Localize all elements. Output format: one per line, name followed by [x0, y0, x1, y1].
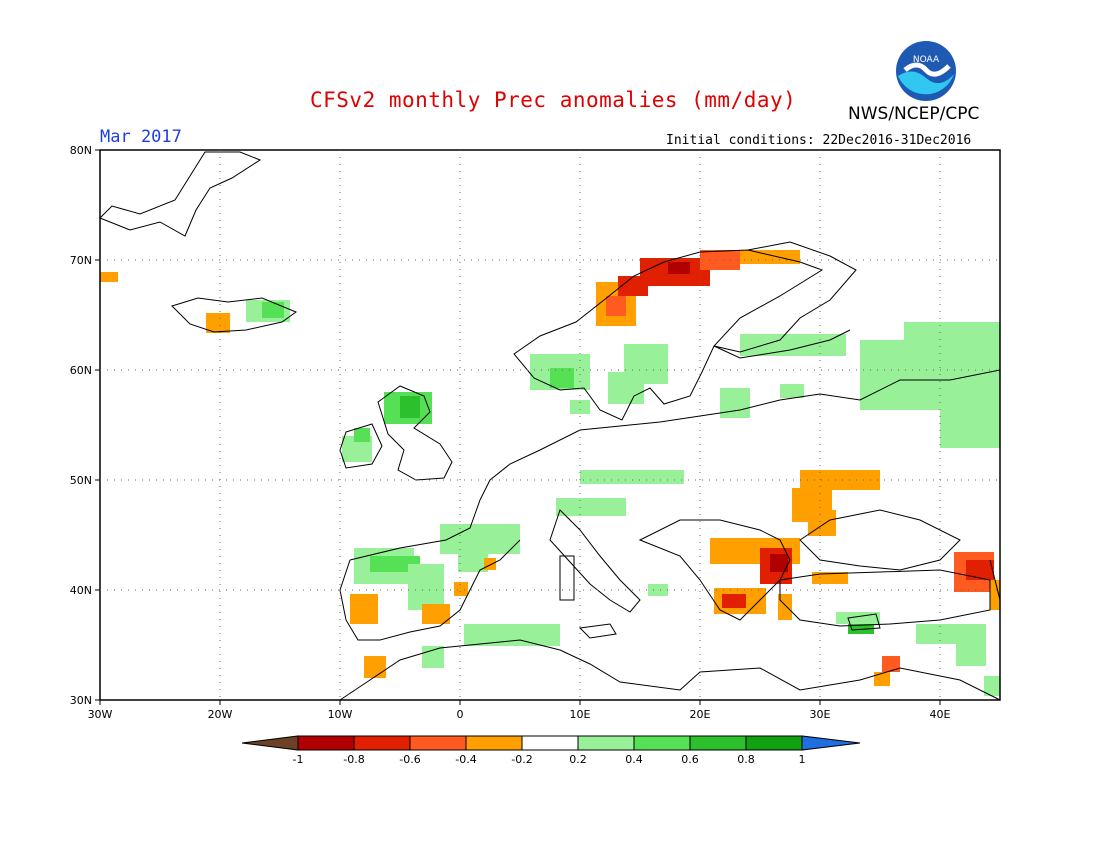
- anomaly-cell: [740, 250, 800, 264]
- anomaly-cell: [550, 368, 574, 388]
- anomaly-cell: [668, 262, 690, 274]
- lon-label: 10W: [328, 708, 353, 721]
- map-title: CFSv2 monthly Prec anomalies (mm/day): [310, 88, 797, 112]
- lat-label: 60N: [70, 364, 92, 377]
- lon-label: 20E: [690, 708, 711, 721]
- colorbar-label: -0.2: [511, 753, 532, 766]
- noaa-logo-icon: NOAA: [896, 41, 956, 101]
- anomaly-cell: [904, 322, 1000, 362]
- initial-conditions: Initial conditions: 22Dec2016-31Dec2016: [666, 133, 972, 148]
- coastlines: [99, 151, 1001, 701]
- anomaly-cell: [262, 302, 284, 318]
- anomaly-cell: [770, 554, 788, 572]
- anomaly-cell: [206, 313, 230, 333]
- anomaly-cell: [812, 572, 848, 584]
- lon-label: 30E: [810, 708, 831, 721]
- colorbar-bin: [521, 735, 579, 751]
- anomaly-cell: [836, 612, 880, 624]
- colorbar: -1 -0.8 -0.6 -0.4 -0.2 0.2 0.4 0.6 0.8 1: [241, 735, 861, 766]
- colorbar-label: -1: [293, 753, 304, 766]
- colorbar-bin: [465, 735, 523, 751]
- colorbar-bin: [745, 735, 803, 751]
- colorbar-bin: [689, 735, 747, 751]
- colorbar-label: 0.6: [681, 753, 699, 766]
- colorbar-label: -0.6: [399, 753, 420, 766]
- forecast-month: Mar 2017: [100, 127, 182, 147]
- anomaly-cell: [720, 388, 750, 418]
- colorbar-label: 0.2: [569, 753, 587, 766]
- anomaly-cell: [458, 544, 488, 572]
- lon-label: 30W: [88, 708, 113, 721]
- anomaly-cell: [956, 640, 986, 666]
- logo-text: NOAA: [913, 55, 940, 65]
- anomaly-cell: [778, 594, 792, 620]
- anomaly-cells: [100, 250, 1000, 696]
- anomaly-cell: [606, 296, 626, 316]
- lon-label: 20W: [208, 708, 233, 721]
- lon-label: 40E: [930, 708, 951, 721]
- anomaly-cell: [580, 470, 684, 484]
- anomaly-cell: [740, 334, 846, 356]
- anomaly-cell: [422, 646, 444, 668]
- lat-label: 30N: [70, 694, 92, 707]
- anomaly-cell: [350, 594, 378, 624]
- colorbar-bin: [297, 735, 355, 751]
- map-frame: [99, 149, 1001, 701]
- colorbar-label: 1: [799, 753, 806, 766]
- anomaly-cell: [370, 556, 420, 572]
- anomaly-cell: [364, 656, 386, 678]
- anomaly-cell: [484, 558, 496, 570]
- anomaly-cell: [940, 400, 1000, 448]
- anomaly-cell: [700, 250, 740, 270]
- anomaly-cell: [882, 656, 900, 672]
- anomaly-cell: [608, 372, 644, 404]
- lat-label: 80N: [70, 144, 92, 157]
- colorbar-bin: [409, 735, 467, 751]
- anomaly-cell: [966, 560, 994, 580]
- anomaly-cell: [780, 384, 804, 398]
- lat-label: 70N: [70, 254, 92, 267]
- colorbar-min-arrow: [241, 735, 299, 751]
- colorbar-bin: [633, 735, 691, 751]
- anomaly-cell: [916, 624, 986, 644]
- colorbar-label: -0.8: [343, 753, 364, 766]
- anomaly-cell: [648, 584, 668, 596]
- colorbar-bin: [353, 735, 411, 751]
- graticule: [100, 150, 1000, 700]
- lat-label: 40N: [70, 584, 92, 597]
- anomaly-cell: [408, 564, 444, 610]
- colorbar-label: -0.4: [455, 753, 476, 766]
- anomaly-cell: [800, 470, 880, 490]
- colorbar-label: 0.8: [737, 753, 755, 766]
- anomaly-cell: [100, 272, 118, 282]
- anomaly-cell: [464, 624, 560, 646]
- lat-label: 50N: [70, 474, 92, 487]
- colorbar-max-arrow: [801, 735, 861, 751]
- agency-label: NWS/NCEP/CPC: [848, 104, 980, 124]
- lon-label: 10E: [570, 708, 591, 721]
- anomaly-cell: [454, 582, 468, 596]
- lon-label: 0: [457, 708, 464, 721]
- anomaly-cell: [984, 676, 1000, 696]
- anomaly-cell: [422, 604, 450, 624]
- anomaly-cell: [354, 428, 370, 442]
- colorbar-label: 0.4: [625, 753, 643, 766]
- anomaly-cell: [570, 400, 590, 414]
- anomaly-cell: [874, 672, 890, 686]
- anomaly-cell: [722, 594, 746, 608]
- colorbar-bin: [577, 735, 635, 751]
- anomaly-cell: [400, 396, 420, 418]
- anomaly-cell: [556, 498, 626, 516]
- anomaly-cell: [990, 580, 1000, 610]
